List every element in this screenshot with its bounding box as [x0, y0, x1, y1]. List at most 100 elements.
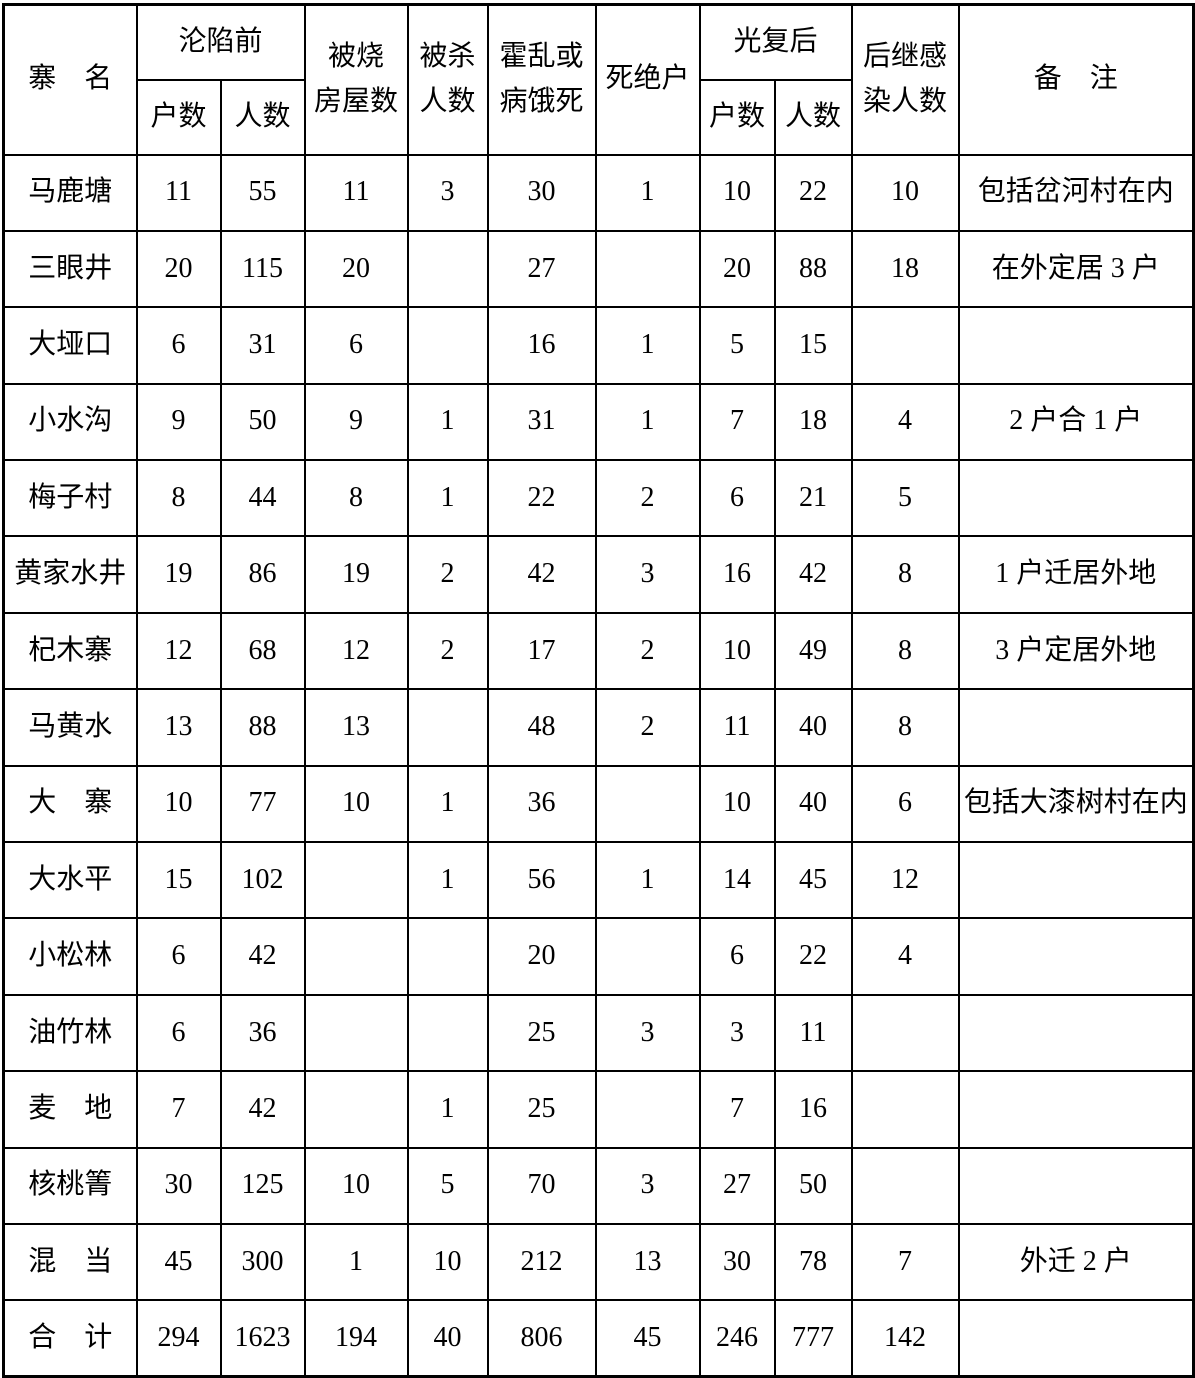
remark-cell [957, 917, 1195, 996]
number-cell: 88 [773, 229, 853, 309]
number-cell: 300 [219, 1222, 306, 1302]
number-cell: 212 [486, 1222, 597, 1302]
number-cell [406, 917, 489, 996]
remark-cell [957, 1146, 1195, 1225]
remark-cell: 1 户迁居外地 [957, 535, 1195, 614]
table-row: 梅子村 8 44 8 1 22 2 6 21 5 [2, 459, 1195, 538]
number-cell: 31 [219, 306, 306, 385]
number-cell: 8 [850, 688, 960, 767]
subheader-cell: 人数 [219, 78, 306, 156]
number-cell [406, 993, 489, 1073]
number-cell: 20 [486, 917, 597, 996]
remark-cell: 包括岔河村在内 [957, 153, 1195, 232]
number-cell: 6 [698, 459, 776, 538]
number-cell: 10 [303, 1146, 409, 1225]
remark-cell [957, 306, 1195, 385]
number-cell: 7 [698, 382, 776, 462]
number-cell: 45 [594, 1299, 701, 1378]
number-cell: 1 [594, 841, 701, 920]
number-cell: 21 [773, 459, 853, 538]
number-cell: 36 [219, 993, 306, 1073]
number-cell: 194 [303, 1299, 409, 1378]
number-cell: 125 [219, 1146, 306, 1225]
header-line: 被杀 [419, 40, 476, 72]
number-cell: 27 [698, 1146, 776, 1225]
number-cell: 7 [850, 1222, 960, 1302]
header-cell: 死绝户 [594, 3, 701, 156]
remark-cell [957, 1299, 1195, 1378]
number-cell: 14 [698, 841, 776, 920]
subheader-cell: 人数 [773, 78, 853, 156]
number-cell: 6 [135, 993, 222, 1073]
number-cell: 8 [850, 611, 960, 691]
name-cell: 杞木寨 [2, 611, 138, 691]
number-cell: 6 [698, 917, 776, 996]
table-body: 寨 名沦陷前 被烧 房屋数 被杀 人数 霍乱或 病饿死 死绝户 光复后 后继感 染人数备 注户数 人数… [2, 3, 1195, 1378]
number-cell [406, 688, 489, 767]
number-cell [303, 993, 409, 1073]
table-row: 马黄水 13 88 13 48 2 11 40 8 [2, 688, 1195, 767]
number-cell: 56 [486, 841, 597, 920]
number-cell: 30 [135, 1146, 222, 1225]
header-line: 房屋数 [314, 85, 399, 117]
number-cell: 42 [773, 535, 853, 614]
number-cell: 88 [219, 688, 306, 767]
number-cell: 42 [219, 917, 306, 996]
number-cell: 16 [486, 306, 597, 385]
name-cell: 马黄水 [2, 688, 138, 767]
number-cell: 1623 [219, 1299, 306, 1378]
number-cell: 1 [406, 382, 489, 462]
number-cell: 12 [850, 841, 960, 920]
number-cell: 10 [698, 611, 776, 691]
number-cell: 42 [219, 1070, 306, 1149]
number-cell: 2 [406, 535, 489, 614]
number-cell: 1 [594, 306, 701, 385]
number-cell: 10 [406, 1222, 489, 1302]
name-cell: 大水平 [2, 841, 138, 920]
subheader-cell: 户数 [698, 78, 776, 156]
name-cell: 小松林 [2, 917, 138, 996]
number-cell: 77 [219, 764, 306, 844]
number-cell: 11 [773, 993, 853, 1073]
number-cell: 2 [594, 459, 701, 538]
number-cell: 17 [486, 611, 597, 691]
header-row: 户数 人数 户数 人数 [4, 78, 1194, 156]
number-cell: 1 [594, 382, 701, 462]
remark-cell: 外迁 2 户 [957, 1222, 1195, 1302]
header-line: 被烧 [328, 40, 385, 72]
number-cell: 102 [219, 841, 306, 920]
number-cell: 19 [303, 535, 409, 614]
name-cell: 麦 地 [2, 1070, 138, 1149]
header-row: 寨 名沦陷前 被烧 房屋数 被杀 人数 霍乱或 病饿死 死绝户 光复后 后继感 染人数备 注 [2, 3, 1195, 156]
number-cell: 25 [486, 993, 597, 1073]
number-cell: 4 [850, 917, 960, 996]
header-cell: 后继感 染人数 [850, 3, 960, 156]
number-cell: 11 [303, 153, 409, 232]
table-row: 核桃箐 30 125 10 5 70 3 27 50 [2, 1146, 1195, 1225]
number-cell: 50 [219, 382, 306, 462]
number-cell: 22 [773, 153, 853, 232]
number-cell: 5 [698, 306, 776, 385]
name-cell: 马鹿塘 [2, 153, 138, 232]
number-cell: 1 [303, 1222, 409, 1302]
number-cell: 45 [135, 1222, 222, 1302]
number-cell: 9 [303, 382, 409, 462]
number-cell: 10 [135, 764, 222, 844]
header-cell: 寨 名 [2, 3, 138, 156]
number-cell: 10 [698, 764, 776, 844]
number-cell: 20 [303, 229, 409, 309]
number-cell: 2 [594, 611, 701, 691]
number-cell [303, 1070, 409, 1149]
number-cell [594, 917, 701, 996]
number-cell: 20 [698, 229, 776, 309]
number-cell: 11 [135, 153, 222, 232]
remark-cell: 包括大漆树村在内 [957, 764, 1195, 844]
number-cell: 30 [486, 153, 597, 232]
number-cell: 3 [406, 153, 489, 232]
name-cell: 核桃箐 [2, 1146, 138, 1225]
number-cell: 13 [135, 688, 222, 767]
number-cell: 15 [773, 306, 853, 385]
header-line: 人数 [419, 85, 476, 117]
table-row: 大垭口 6 31 6 16 1 5 15 [2, 306, 1195, 385]
